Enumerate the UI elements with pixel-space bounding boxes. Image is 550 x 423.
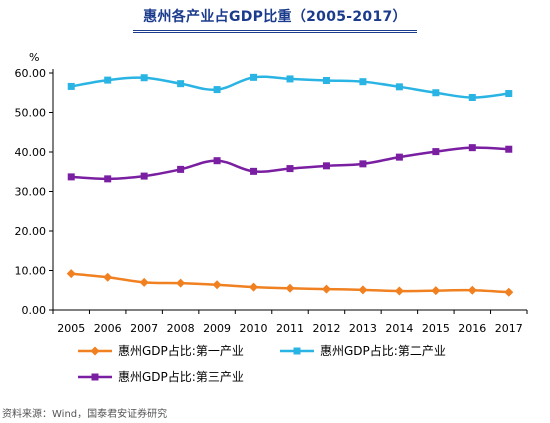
y-axis-unit-label: % bbox=[29, 51, 39, 64]
series-3-point bbox=[395, 153, 403, 161]
series-1-point bbox=[249, 282, 259, 292]
x-tick-label: 2005 bbox=[57, 322, 85, 335]
x-tick-label: 2017 bbox=[495, 322, 523, 335]
chart-title: 惠州各产业占GDP比重（2005-2017） bbox=[133, 4, 417, 33]
series-3-point bbox=[286, 165, 294, 173]
series-line-3 bbox=[71, 146, 509, 181]
x-tick-label: 2014 bbox=[385, 322, 413, 335]
series-3-point bbox=[468, 144, 476, 152]
y-tick-label: 40.00 bbox=[15, 146, 47, 159]
series-2-point bbox=[395, 83, 403, 91]
series-2-point bbox=[104, 76, 112, 84]
series-2-point bbox=[213, 86, 221, 94]
series-3-point bbox=[213, 157, 221, 165]
y-tick-label: 20.00 bbox=[15, 225, 47, 238]
series-1-point bbox=[212, 280, 222, 290]
series-1-point bbox=[431, 286, 441, 296]
series-1-point bbox=[103, 272, 113, 282]
legend-marker-3 bbox=[91, 373, 99, 381]
x-tick-label: 2009 bbox=[203, 322, 231, 335]
series-1-point bbox=[358, 285, 368, 295]
series-3-point bbox=[140, 172, 148, 180]
series-2-point bbox=[177, 80, 185, 88]
series-1-point bbox=[176, 278, 186, 288]
y-tick-label: 60.00 bbox=[15, 67, 47, 80]
series-3-point bbox=[104, 175, 112, 183]
series-2-point bbox=[286, 75, 294, 83]
series-3-point bbox=[250, 167, 258, 175]
x-tick-label: 2015 bbox=[422, 322, 450, 335]
series-2-point bbox=[140, 74, 148, 82]
chart-title-container: 惠州各产业占GDP比重（2005-2017） bbox=[0, 4, 550, 33]
series-2-point bbox=[432, 89, 440, 97]
series-1-point bbox=[66, 269, 76, 279]
series-2-point bbox=[505, 90, 513, 98]
y-tick-label: 30.00 bbox=[15, 186, 47, 199]
x-tick-label: 2012 bbox=[312, 322, 340, 335]
series-2-point bbox=[67, 82, 75, 90]
x-tick-label: 2006 bbox=[94, 322, 122, 335]
series-2-point bbox=[250, 73, 258, 81]
legend-marker-1 bbox=[90, 346, 100, 356]
series-1-point bbox=[504, 287, 514, 297]
series-1-point bbox=[139, 277, 149, 287]
series-2-point bbox=[322, 77, 330, 85]
legend-label-2: 惠州GDP占比:第二产业 bbox=[320, 343, 446, 358]
series-2-point bbox=[359, 78, 367, 86]
x-tick-label: 2007 bbox=[130, 322, 158, 335]
series-1-point bbox=[467, 285, 477, 295]
series-3-point bbox=[359, 160, 367, 168]
x-tick-label: 2013 bbox=[349, 322, 377, 335]
x-tick-label: 2011 bbox=[276, 322, 304, 335]
series-3-point bbox=[322, 162, 330, 170]
y-tick-label: 0.00 bbox=[22, 304, 47, 317]
x-tick-label: 2008 bbox=[167, 322, 195, 335]
legend-label-3: 惠州GDP占比:第三产业 bbox=[118, 369, 244, 384]
y-tick-label: 50.00 bbox=[15, 107, 47, 120]
series-3-point bbox=[505, 145, 513, 153]
x-tick-label: 2010 bbox=[240, 322, 268, 335]
series-1-point bbox=[321, 284, 331, 294]
series-1-point bbox=[285, 283, 295, 293]
legend-label-1: 惠州GDP占比:第一产业 bbox=[118, 343, 244, 358]
series-3-point bbox=[67, 173, 75, 181]
y-tick-label: 10.00 bbox=[15, 265, 47, 278]
series-3-point bbox=[177, 165, 185, 173]
legend-marker-2 bbox=[293, 347, 301, 355]
series-1-point bbox=[394, 286, 404, 296]
x-tick-label: 2016 bbox=[458, 322, 486, 335]
source-note: 资料来源：Wind，国泰君安证券研究 bbox=[2, 409, 168, 420]
series-3-point bbox=[432, 148, 440, 156]
series-2-point bbox=[468, 93, 476, 101]
